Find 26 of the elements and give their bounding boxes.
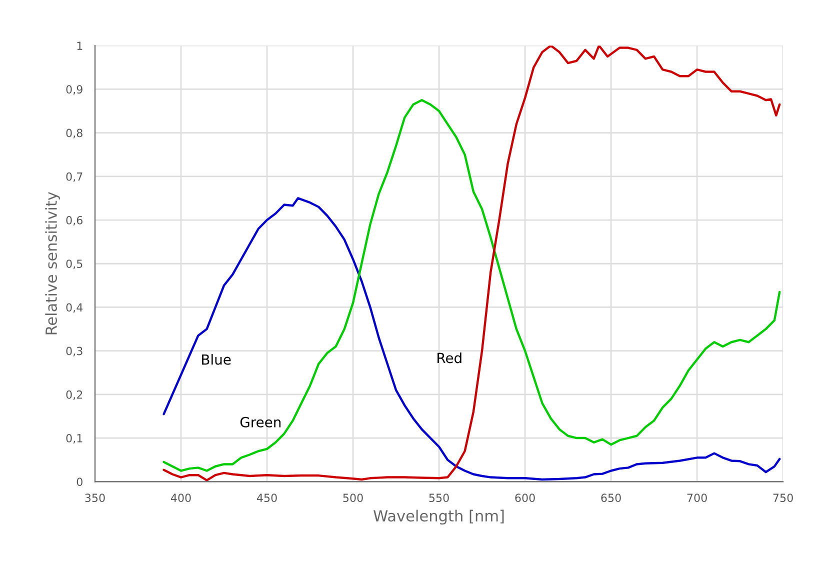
y-tick-label: 0 — [76, 478, 82, 486]
line-series — [162, 197, 781, 481]
series-label: Green — [240, 416, 281, 428]
x-tick-label: 650 — [601, 494, 621, 502]
x-tick-label: 500 — [343, 494, 363, 502]
y-tick-label: 0,5 — [66, 260, 82, 270]
x-tick-label: 750 — [773, 494, 793, 502]
y-tick-label: 0,3 — [66, 346, 82, 356]
x-tick-label: 600 — [515, 494, 535, 502]
x-tick-label: 400 — [170, 494, 191, 502]
y-tick-label: 0,4 — [66, 303, 83, 313]
x-tick-label: 450 — [256, 494, 277, 502]
y-tick-label: 0,9 — [66, 85, 82, 95]
y-tick-label: 0,1 — [66, 434, 82, 444]
x-tick-label: 550 — [429, 494, 449, 502]
series-label: Blue — [202, 354, 231, 365]
x-axis-title: Wavelength [nm] — [374, 510, 504, 525]
y-tick-label: 0,6 — [66, 216, 82, 226]
y-axis-title: Relative sensitivity — [45, 192, 60, 334]
y-tick-label: 1 — [77, 42, 82, 50]
x-tick-label: 350 — [85, 494, 105, 502]
y-tick-label: 0,7 — [66, 172, 82, 182]
x-tick-label: 700 — [687, 494, 707, 502]
y-tick-label: 0,2 — [66, 390, 82, 400]
y-tick-label: 0,8 — [66, 128, 82, 138]
series-label: Red — [438, 352, 462, 364]
